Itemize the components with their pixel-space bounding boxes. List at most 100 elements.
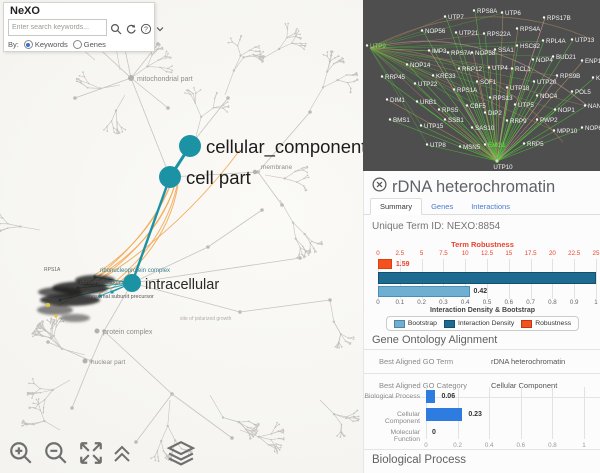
gene-node[interactable]	[483, 111, 487, 114]
gene-label[interactable]: RPS8A	[477, 8, 498, 15]
gene-node[interactable]	[431, 74, 435, 77]
gene-label[interactable]: UTP20	[537, 79, 557, 86]
gene-label[interactable]: SAS10	[475, 125, 495, 132]
gene-node[interactable]	[425, 143, 429, 146]
gene-node[interactable]	[415, 100, 419, 103]
zoom-out-icon[interactable]	[43, 440, 69, 466]
gene-node[interactable]	[505, 86, 509, 89]
gene-label[interactable]: NOP1	[558, 107, 575, 114]
gene-node[interactable]	[470, 51, 474, 54]
gene-label[interactable]: NOP4	[536, 57, 553, 64]
gene-label[interactable]: NOP6	[585, 125, 600, 132]
gene-label[interactable]: MPP10	[557, 128, 578, 135]
gene-node[interactable]	[513, 103, 517, 106]
gene-node[interactable]	[535, 118, 539, 121]
gene-label[interactable]: BMS1	[393, 117, 410, 124]
gene-label[interactable]: RPS13	[493, 95, 513, 102]
gene-label[interactable]: KRE33	[436, 73, 456, 80]
gene-label[interactable]: CBF5	[470, 103, 486, 110]
gene-node[interactable]	[483, 143, 487, 146]
gene-label[interactable]: RPS9B	[560, 73, 580, 80]
cluster-node[interactable]	[110, 290, 114, 294]
gene-node[interactable]	[482, 32, 486, 35]
gene-label[interactable]: UTP21	[459, 30, 479, 37]
gene-label[interactable]: HSC82	[520, 43, 541, 50]
gene-node[interactable]	[454, 31, 458, 34]
zoom-in-icon[interactable]	[8, 440, 34, 466]
gene-label[interactable]: RPS17B	[547, 15, 571, 22]
gene-label[interactable]: BUD21	[556, 54, 577, 61]
gene-label[interactable]: UTP5	[518, 102, 534, 109]
gene-node[interactable]	[495, 159, 499, 163]
gene-label[interactable]: RRP45	[385, 74, 406, 81]
gene-node[interactable]	[505, 119, 509, 122]
search-icon[interactable]	[110, 22, 122, 34]
gene-node[interactable]	[446, 51, 450, 54]
gene-node[interactable]	[457, 67, 461, 70]
tab-summary[interactable]: Summary	[370, 198, 423, 215]
gene-label[interactable]: UTP22	[418, 81, 438, 88]
gene-label[interactable]: RPS7A	[451, 50, 472, 57]
gene-label[interactable]: UTP18	[510, 85, 530, 92]
gene-node[interactable]	[570, 90, 574, 93]
gene-node[interactable]	[427, 49, 431, 52]
gene-label[interactable]: NOP56	[425, 28, 446, 35]
gene-label[interactable]: RCL1	[515, 66, 531, 73]
gene-label[interactable]: DIM1	[390, 97, 405, 104]
node-intracellular[interactable]	[123, 274, 141, 292]
tab-interactions[interactable]: Interactions	[471, 202, 510, 211]
gene-node[interactable]	[553, 108, 557, 111]
gene-node[interactable]	[552, 129, 556, 132]
layers-icon[interactable]	[166, 440, 196, 466]
label-intracellular[interactable]: intracellular	[145, 277, 219, 293]
node-cellular-component[interactable]	[179, 135, 201, 157]
gene-node[interactable]	[522, 142, 526, 145]
gene-label[interactable]: RPS5	[442, 107, 459, 114]
gene-node[interactable]	[515, 44, 519, 47]
search-input[interactable]	[8, 19, 107, 36]
gene-node[interactable]	[385, 98, 389, 101]
gene-node[interactable]	[580, 126, 584, 129]
gene-label[interactable]: NOC4	[540, 93, 558, 100]
gene-node[interactable]	[532, 80, 536, 83]
gene-node[interactable]	[452, 88, 456, 91]
node-cell-part[interactable]	[159, 166, 181, 188]
gene-node[interactable]	[419, 124, 423, 127]
gene-node[interactable]	[420, 29, 424, 32]
gene-label[interactable]: PWP2	[540, 117, 558, 124]
gene-node[interactable]	[380, 75, 384, 78]
gene-node[interactable]	[488, 96, 492, 99]
gene-label[interactable]: SOF1	[480, 79, 497, 86]
gene-label[interactable]: UTP10	[493, 164, 513, 171]
gene-label[interactable]: IMP3	[432, 48, 447, 55]
gene-node[interactable]	[531, 58, 535, 61]
gene-label[interactable]: UTP13	[575, 37, 595, 44]
radio-keywords[interactable]: Keywords	[23, 40, 68, 49]
gene-node[interactable]	[551, 55, 555, 58]
gene-label[interactable]: ENP1	[585, 58, 600, 65]
close-icon[interactable]	[372, 177, 387, 197]
gene-node[interactable]	[580, 59, 584, 62]
gene-label[interactable]: RPS1A	[457, 87, 478, 94]
gene-subnetwork-panel[interactable]: UTP7 RPS8A UTP6 RPS17B NOP56 UTP21 RPS22A RPS4A…	[363, 0, 600, 171]
gene-label[interactable]: POL5	[575, 89, 591, 96]
gene-label[interactable]: SSA1	[498, 47, 514, 54]
gene-label[interactable]: DIP2	[488, 110, 502, 117]
gene-node[interactable]	[470, 126, 474, 129]
gene-label[interactable]: RPL4A	[546, 38, 566, 45]
gene-node[interactable]	[458, 145, 462, 148]
gene-label[interactable]: RRP5	[527, 141, 544, 148]
gene-label[interactable]: UTP9	[370, 43, 386, 50]
gene-label[interactable]: URB1	[420, 99, 437, 106]
gene-label[interactable]: KRR1	[596, 75, 600, 82]
chevron-down-icon[interactable]	[155, 22, 165, 34]
gene-label[interactable]: UTP6	[505, 10, 521, 17]
gene-node[interactable]	[493, 48, 497, 51]
gene-label[interactable]: SSB1	[448, 117, 464, 124]
gene-label[interactable]: NOP14	[410, 62, 431, 69]
gene-node[interactable]	[500, 11, 504, 14]
gene-node[interactable]	[405, 63, 409, 66]
gene-node[interactable]	[365, 44, 369, 47]
gene-node[interactable]	[583, 104, 587, 107]
collapse-up-icon[interactable]	[113, 444, 131, 464]
